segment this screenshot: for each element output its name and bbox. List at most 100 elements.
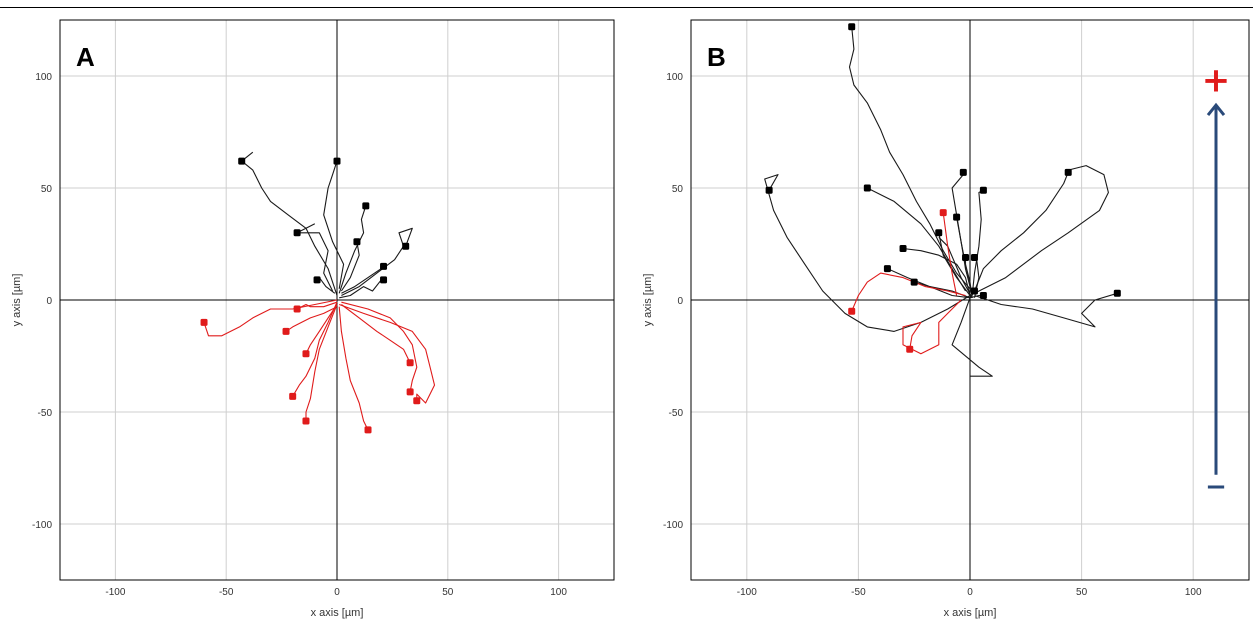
track-endpoint-marker	[1064, 168, 1072, 176]
track-endpoint-marker	[380, 276, 388, 284]
track-endpoint-marker	[238, 157, 246, 165]
track-line-10	[902, 247, 971, 296]
track-line-12	[938, 232, 971, 296]
track-line-15	[305, 304, 338, 355]
track-line-22	[942, 212, 958, 296]
track-line-6	[974, 165, 1109, 294]
track-endpoint-marker	[200, 318, 208, 326]
track-endpoint-marker	[380, 262, 388, 270]
track-endpoint-marker	[282, 327, 290, 335]
tracks	[764, 26, 1118, 377]
track-line-19	[339, 303, 436, 404]
track-endpoint-marker	[333, 157, 341, 165]
track-endpoint-marker	[364, 426, 372, 434]
track-endpoint-marker	[979, 292, 987, 300]
x-tick-label: 100	[550, 587, 567, 598]
plus-pole-label: +	[1202, 60, 1231, 100]
track-endpoint-marker	[970, 253, 978, 261]
track-line-5	[340, 241, 360, 292]
track-endpoint-marker	[863, 184, 871, 192]
track-line-1	[241, 151, 338, 296]
x-axis-label: x axis [µm]	[944, 607, 997, 619]
track-line-7	[951, 297, 993, 377]
track-line-6	[341, 227, 413, 296]
track-line-17	[341, 304, 411, 363]
track-endpoint-marker	[413, 397, 421, 405]
track-endpoint-marker	[406, 388, 414, 396]
track-endpoint-marker	[939, 209, 947, 217]
track-line-12	[305, 304, 338, 421]
track-endpoint-marker	[848, 23, 856, 31]
track-line-3	[323, 160, 345, 289]
plot-frame	[690, 19, 1250, 581]
panel-b-chart: -100 -50 0 50 100 -100 -50 0 50 100 x axis [µm] y a…	[642, 19, 1250, 619]
track-line-16	[338, 306, 369, 431]
track-line-11	[292, 301, 338, 397]
track-line-2	[296, 223, 334, 292]
track-line-9	[971, 189, 984, 296]
panel-label: B	[707, 42, 726, 72]
track-line-13	[285, 306, 338, 332]
y-tick-label: -100	[32, 520, 52, 531]
track-line-4	[973, 172, 1069, 292]
plot-frame	[59, 19, 615, 581]
x-axis-label: x axis [µm]	[311, 607, 364, 619]
y-tick-label: 100	[666, 72, 683, 83]
x-tick-label: 0	[334, 587, 340, 598]
y-tick-label: 50	[41, 184, 53, 195]
track-endpoint-marker	[899, 244, 907, 252]
y-tick-label: 50	[672, 184, 684, 195]
x-tick-label: -50	[219, 587, 234, 598]
track-line-20	[851, 272, 966, 312]
track-endpoint-marker	[883, 265, 891, 273]
track-endpoint-marker	[910, 278, 918, 286]
x-tick-label: 50	[1076, 587, 1088, 598]
track-line-18	[341, 301, 418, 392]
x-tick-label: -100	[737, 587, 757, 598]
track-line-10	[203, 299, 338, 337]
track-endpoint-marker	[406, 359, 414, 367]
track-endpoint-marker	[962, 253, 970, 261]
track-endpoint-marker	[302, 417, 310, 425]
arrow-head-icon	[1206, 102, 1226, 117]
track-endpoint-marker	[848, 307, 856, 315]
track-line-16	[938, 236, 973, 299]
top-border-line	[0, 7, 1253, 8]
track-endpoint-marker	[953, 213, 961, 221]
track-endpoint-marker	[313, 276, 321, 284]
panel-a-chart: -100 -50 0 50 100 -100 -50 0 50 100 x axis [µm] y a…	[11, 19, 615, 619]
minus-pole-label: −	[1205, 472, 1227, 502]
track-line-14	[296, 301, 338, 310]
track-endpoint-marker	[402, 242, 410, 250]
track-endpoint-marker	[979, 186, 987, 194]
endpoints	[200, 157, 421, 434]
y-axis-label: y axis [µm]	[11, 274, 23, 327]
y-tick-label: -50	[38, 408, 53, 419]
x-tick-label: 100	[1185, 587, 1202, 598]
track-endpoint-marker	[765, 186, 773, 194]
y-tick-label: -50	[669, 408, 684, 419]
track-endpoint-marker	[959, 168, 967, 176]
y-tick-label: 100	[35, 72, 52, 83]
track-line-5	[974, 292, 1118, 328]
y-tick-label: 0	[677, 296, 683, 307]
panel-label: A	[76, 42, 95, 72]
track-line-3	[867, 187, 966, 292]
track-endpoint-marker	[293, 305, 301, 313]
track-endpoint-marker	[302, 350, 310, 358]
track-endpoint-marker	[289, 392, 297, 400]
y-axis-label: y axis [µm]	[642, 274, 654, 327]
y-tick-label: 0	[46, 296, 52, 307]
endpoints	[765, 23, 1121, 353]
track-line-19	[956, 217, 973, 298]
track-line-15	[964, 257, 973, 296]
x-tick-label: -50	[851, 587, 866, 598]
track-endpoint-marker	[353, 238, 361, 246]
x-tick-label: 0	[967, 587, 973, 598]
track-endpoint-marker	[906, 345, 914, 353]
tracks	[203, 151, 436, 431]
track-endpoint-marker	[970, 287, 978, 295]
x-tick-label: 50	[442, 587, 454, 598]
x-tick-label: -100	[105, 587, 125, 598]
track-line-1	[848, 26, 971, 290]
